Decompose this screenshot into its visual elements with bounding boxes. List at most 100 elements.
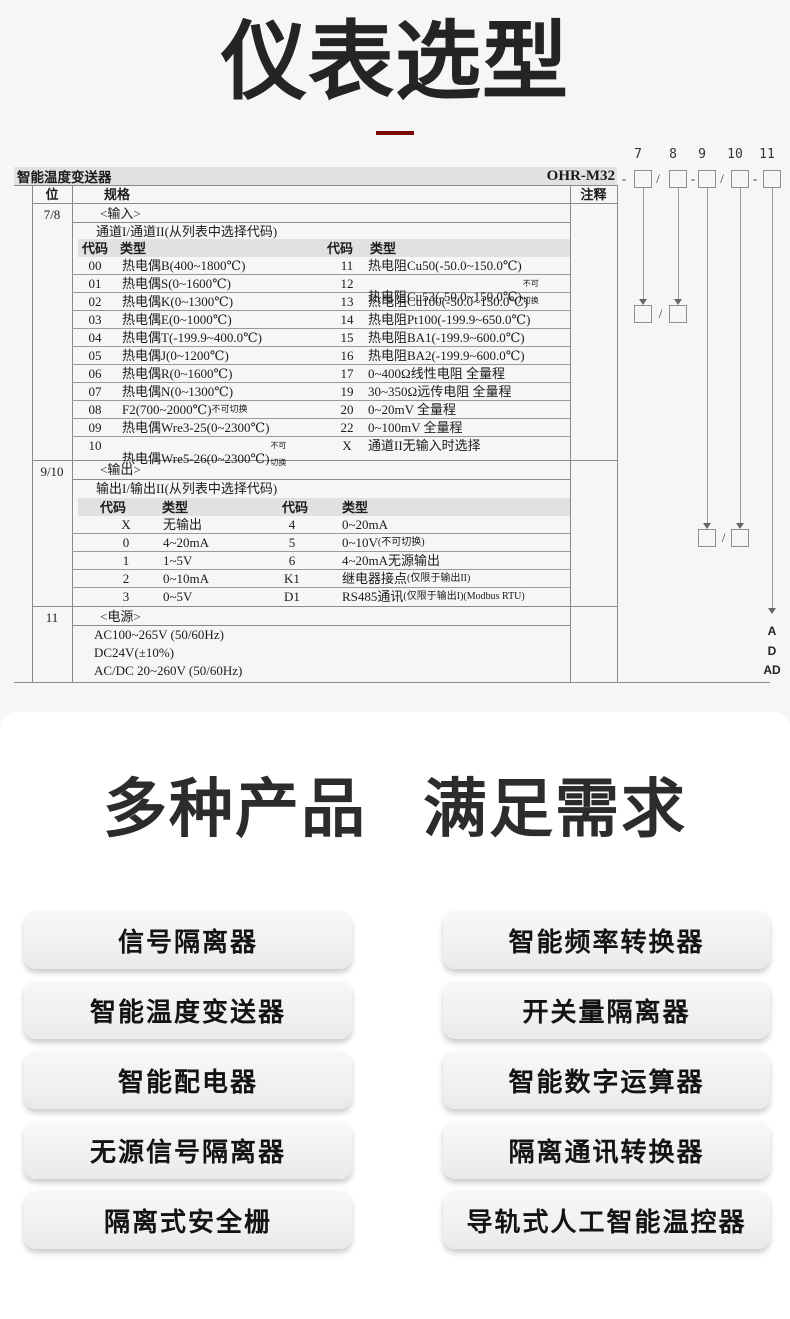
code-digit-label: 7 <box>634 147 642 162</box>
code-digit-label: 11 <box>759 147 775 162</box>
input-type-2: 热电阻Cu100(-50.0~150.0℃) <box>368 294 529 309</box>
code-box <box>698 529 716 547</box>
input-code-1: 00 <box>88 258 102 273</box>
code-lead-line <box>707 188 708 523</box>
input-code-1: 06 <box>88 366 102 381</box>
input-type-2: 热电阻BA2(-199.9~600.0℃) <box>368 348 525 363</box>
code-box <box>698 170 716 188</box>
output-type-2-detail: (仅限于输出I)(Modbus RTU) <box>403 591 525 602</box>
output-code-row: X 无输出 4 0~20mA <box>72 516 570 534</box>
input-code-1: 03 <box>88 312 102 327</box>
power-option: DC24V(±10%) <box>94 645 175 660</box>
code-box <box>669 170 687 188</box>
power-code-label: A <box>767 624 777 638</box>
output-type-1: 0~5V <box>163 589 193 604</box>
input-type-1: 热电偶R(0~1600℃) <box>122 366 233 381</box>
input-type-2: 通道II无输入时选择 <box>368 438 481 453</box>
input-code-1: 08 <box>88 402 102 417</box>
table-line <box>72 185 73 682</box>
code-separator: / <box>721 530 726 545</box>
switch-note-line: 切换 <box>522 296 539 305</box>
code-header: 代码 <box>82 241 109 256</box>
table-line <box>570 185 571 682</box>
product-button[interactable]: 智能数字运算器 <box>443 1051 770 1109</box>
product-button[interactable]: 无源信号隔离器 <box>24 1121 352 1179</box>
input-code-1: 09 <box>88 420 102 435</box>
input-code-1: 10 <box>88 438 102 453</box>
output-type-1: 无输出 <box>163 517 203 532</box>
code-separator: - <box>690 171 696 186</box>
output-code-rows: X 无输出 4 0~20mA 0 4~20mA 5 0~10V (不可切换) 1 1~5V 6 4~20… <box>72 516 570 606</box>
col-header-spec: 规格 <box>104 187 131 202</box>
input-code-2: 19 <box>340 384 354 399</box>
input-type-2: 热电阻Cu50(-50.0~150.0℃) <box>368 258 522 273</box>
arrow-down-icon <box>674 299 682 305</box>
output-type-2: 0~20mA <box>342 517 389 532</box>
title-accent-bar <box>376 131 414 135</box>
code-digit-label: 10 <box>727 147 743 162</box>
output-type-2: 0~10V (不可切换) <box>342 535 425 550</box>
input-code-row: 06 热电偶R(0~1600℃) 17 0~400Ω线性电阻 全量程 <box>72 365 570 383</box>
product-button[interactable]: 智能频率转换器 <box>443 911 770 969</box>
product-button[interactable]: 开关量隔离器 <box>443 981 770 1039</box>
table-line <box>72 625 570 626</box>
output-code-1: 0 <box>122 535 130 550</box>
code-header: 代码 <box>282 500 309 515</box>
input-code-row: 03 热电偶E(0~1000℃) 14 热电阻Pt100(-199.9~650.0℃) <box>72 311 570 329</box>
power-option-rows: AC100~265V (50/60Hz) DC24V(±10%) AC/DC 20~… <box>72 626 570 680</box>
input-code-row: 05 热电偶J(0~1200℃) 16 热电阻BA2(-199.9~600.0℃) <box>72 347 570 365</box>
code-separator: / <box>658 306 663 321</box>
table-line <box>32 203 617 204</box>
arrow-down-icon <box>703 523 711 529</box>
product-button[interactable]: 导轨式人工智能温控器 <box>443 1191 770 1249</box>
input-code-row: 07 热电偶N(0~1300℃) 19 30~350Ω远传电阻 全量程 <box>72 383 570 401</box>
section-pos-output: 9/10 <box>40 464 64 479</box>
code-header: 代码 <box>100 500 127 515</box>
input-code-1: 05 <box>88 348 102 363</box>
arrow-down-icon <box>736 523 744 529</box>
code-separator: - <box>621 171 627 186</box>
input-code-2: 14 <box>340 312 354 327</box>
type-header: 类型 <box>370 241 397 256</box>
product-button[interactable]: 智能温度变送器 <box>24 981 352 1039</box>
product-button[interactable]: 隔离通讯转换器 <box>443 1121 770 1179</box>
products-heading: 多种产品 满足需求 <box>0 758 790 850</box>
input-section-subtitle: 通道I/通道II(从列表中选择代码) <box>96 224 278 239</box>
output-type-2: 继电器接点 (仅限于输出II) <box>342 571 471 586</box>
input-code-2: 15 <box>340 330 354 345</box>
input-code-2: 17 <box>340 366 354 381</box>
product-button[interactable]: 隔离式安全栅 <box>24 1191 352 1249</box>
product-button[interactable]: 信号隔离器 <box>24 911 352 969</box>
output-code-row: 3 0~5V D1 RS485通讯 (仅限于输出I)(Modbus RTU) <box>72 588 570 606</box>
code-lead-line <box>678 188 679 299</box>
products-heading-right: 满足需求 <box>423 773 687 845</box>
code-digit-label: 9 <box>698 147 706 162</box>
input-type-1: 热电偶T(-199.9~400.0℃) <box>122 330 263 345</box>
input-type-2: 0~100mV 全量程 <box>368 420 463 435</box>
power-option-row: DC24V(±10%) <box>72 644 570 662</box>
col-header-note: 注释 <box>580 187 607 202</box>
code-digit-label: 8 <box>669 147 677 162</box>
code-box <box>731 170 749 188</box>
table-line <box>32 460 617 461</box>
code-separator: - <box>752 171 758 186</box>
power-option-row: AC100~265V (50/60Hz) <box>72 626 570 644</box>
input-type-2: 热电阻Cu53(-50.0~150.0℃) 不可 切换 <box>368 275 539 309</box>
output-type-2: 4~20mA无源输出 <box>342 553 441 568</box>
input-code-row: 08 F2(700~2000℃) 不可切换 20 0~20mV 全量程 <box>72 401 570 419</box>
arrow-down-icon <box>639 299 647 305</box>
input-type-1: 热电偶S(0~1600℃) <box>122 276 231 291</box>
output-code-2: 4 <box>288 517 296 532</box>
switch-note-line: 切换 <box>270 458 287 467</box>
input-code-row: 02 热电偶K(0~1300℃) 13 热电阻Cu100(-50.0~150.0℃) <box>72 293 570 311</box>
input-code-1: 07 <box>88 384 102 399</box>
power-section-title: <电源> <box>100 609 141 624</box>
table-line <box>617 185 618 682</box>
output-code-2: 6 <box>288 553 296 568</box>
code-lead-line <box>643 188 644 299</box>
table-line <box>14 185 617 186</box>
power-option: AC/DC 20~260V (50/60Hz) <box>94 663 243 678</box>
table-title-bar: 智能温度变送器 OHR-M32 <box>14 167 617 185</box>
product-button[interactable]: 智能配电器 <box>24 1051 352 1109</box>
switch-note: 不可切换 <box>523 275 539 309</box>
